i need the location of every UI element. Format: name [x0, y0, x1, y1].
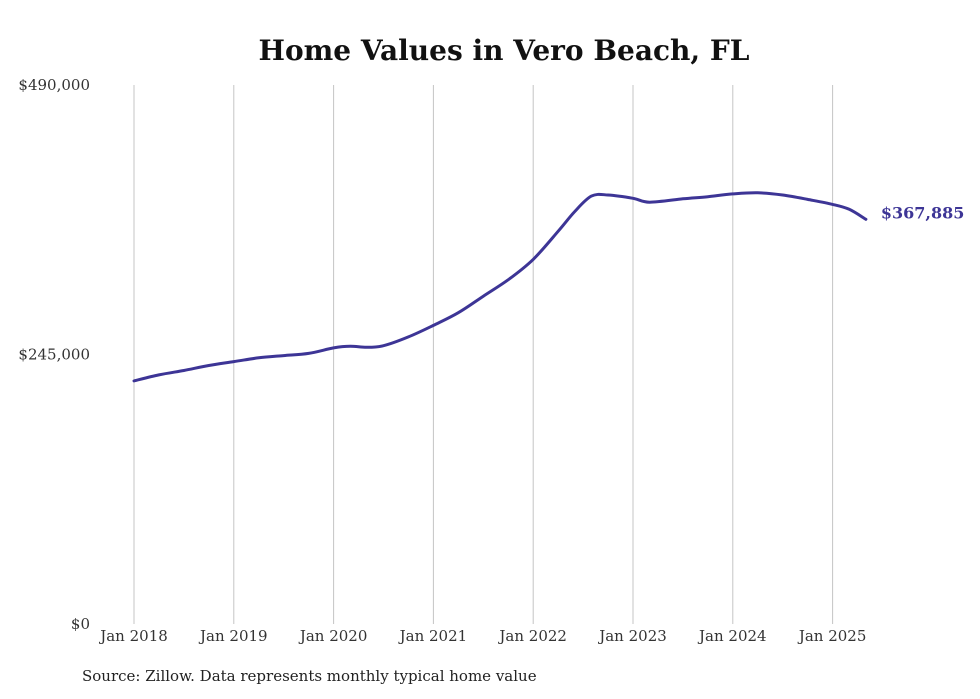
x-tick-label: Jan 2019 [198, 627, 268, 645]
x-tick-label: Jan 2022 [497, 627, 567, 645]
end-value-label: $367,885 [881, 203, 965, 222]
x-tick-label: Jan 2018 [98, 627, 168, 645]
y-axis-ticks: $0 $245,000 $490,000 [18, 76, 90, 633]
series-line-home-value [132, 191, 868, 383]
x-tick-label: Jan 2020 [298, 627, 368, 645]
x-tick-label: Jan 2025 [797, 627, 867, 645]
x-tick-label: Jan 2021 [398, 627, 468, 645]
y-tick-label: $245,000 [18, 346, 90, 364]
x-tick-label: Jan 2024 [697, 627, 767, 645]
line-chart: Home Values in Vero Beach, FL $0 $245,000… [18, 34, 965, 645]
chart-title: Home Values in Vero Beach, FL [259, 34, 750, 67]
source-note: Source: Zillow. Data represents monthly … [82, 667, 537, 685]
x-axis-ticks: Jan 2018 Jan 2019 Jan 2020 Jan 2021 Jan 2022… [98, 627, 866, 645]
y-tick-label: $490,000 [18, 76, 90, 94]
y-tick-label: $0 [71, 615, 90, 633]
x-tick-label: Jan 2023 [597, 627, 667, 645]
gridlines [133, 85, 834, 624]
